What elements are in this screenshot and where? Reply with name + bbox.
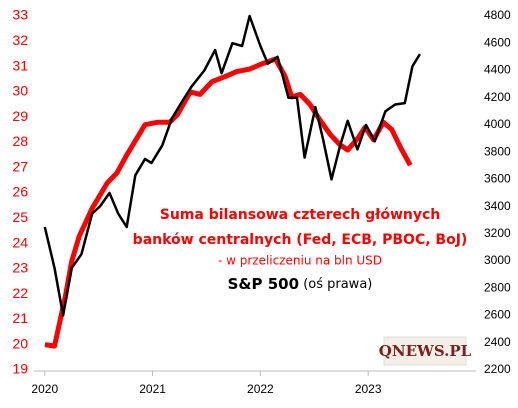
- series-line: [43, 14, 421, 317]
- y2-tick-label: 4600: [484, 35, 511, 49]
- logo-box: [383, 336, 467, 366]
- y-tick-label: 31: [12, 57, 28, 73]
- y2-tick-label: 4400: [484, 63, 511, 77]
- y2-tick-label: 4000: [484, 117, 511, 131]
- y-tick-label: 30: [12, 83, 28, 99]
- y2-tick-label: 2200: [484, 362, 511, 376]
- y2-tick-label: 4200: [484, 90, 511, 104]
- y2-tick-label: 3200: [484, 226, 511, 240]
- y2-tick-label: 4800: [484, 8, 511, 22]
- annotation: banków centralnych (Fed, ECB, PBOC, BoJ): [133, 232, 468, 248]
- annotation: - w przeliczeniu na bln USD: [218, 254, 382, 268]
- y-tick-label: 27: [12, 158, 28, 174]
- y2-tick-label: 2600: [484, 308, 511, 322]
- x-tick-label: 2020: [31, 382, 58, 396]
- y2-tick-label: 2800: [484, 280, 511, 294]
- x-tick-label: 2022: [247, 382, 274, 396]
- x-tick-label: 2021: [139, 382, 166, 396]
- y2-tick-label: 3800: [484, 144, 511, 158]
- annotation: Suma bilansowa czterech głównych: [160, 207, 441, 223]
- y-tick-label: 19: [12, 361, 28, 377]
- y-tick-label: 23: [12, 260, 28, 276]
- y-tick-label: 21: [12, 310, 28, 326]
- y-tick-label: 33: [12, 7, 28, 23]
- y-tick-label: 26: [12, 184, 28, 200]
- y2-tick-label: 3600: [484, 172, 511, 186]
- y-tick-label: 32: [12, 32, 28, 48]
- y-tick-label: 20: [12, 335, 28, 351]
- y-tick-label: 28: [12, 133, 28, 149]
- y2-tick-label: 2400: [484, 335, 511, 349]
- y-tick-label: 22: [12, 285, 28, 301]
- y2-tick-label: 3400: [484, 199, 511, 213]
- logo: QNEWS.PL: [379, 342, 472, 360]
- y2-tick-label: 3000: [484, 253, 511, 267]
- series-line: [44, 56, 413, 349]
- y-tick-label: 29: [12, 108, 28, 124]
- y-tick-label: 24: [12, 234, 28, 250]
- annotation: S&P 500 (oś prawa): [228, 275, 373, 293]
- annotation: S&P 500: [228, 275, 299, 293]
- x-tick-label: 2023: [355, 382, 382, 396]
- annotation: (oś prawa): [303, 277, 372, 292]
- y-tick-label: 25: [12, 209, 28, 225]
